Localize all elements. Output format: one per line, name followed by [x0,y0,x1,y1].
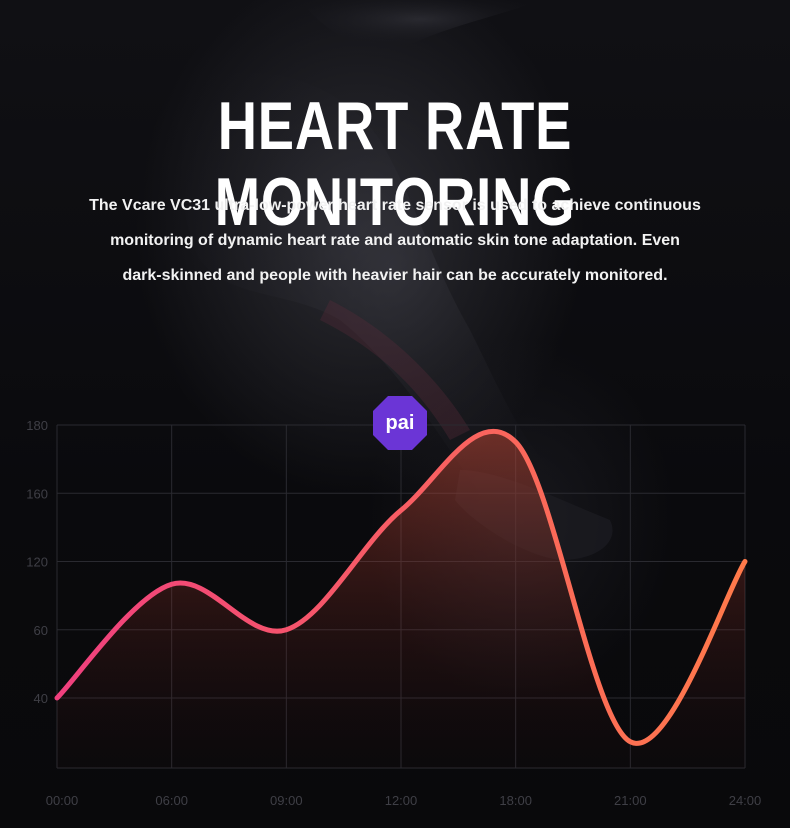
x-tick-label: 18:00 [499,793,532,808]
description: The Vcare VC31 ultra-low-power heart rat… [70,188,720,293]
y-tick-label: 180 [26,418,48,433]
x-tick-label: 09:00 [270,793,303,808]
x-tick-label: 24:00 [729,793,762,808]
y-tick-label: 120 [26,555,48,570]
pai-badge-label: pai [386,412,415,434]
y-tick-label: 160 [26,486,48,501]
y-tick-label: 40 [34,691,48,706]
description-line-1: The Vcare VC31 ultra-low-power heart rat… [89,197,701,214]
x-tick-label: 00:00 [46,793,79,808]
y-tick-label: 60 [34,623,48,638]
pai-badge: pai [373,396,427,450]
description-line-3: dark-skinned and people with heavier hai… [122,267,668,284]
x-tick-label: 21:00 [614,793,647,808]
x-tick-label: 06:00 [155,793,188,808]
series-area [57,431,745,768]
description-line-2: monitoring of dynamic heart rate and aut… [110,232,680,249]
pai-badge-shape [373,396,427,450]
heart-rate-chart: 40 60 120 160 180 00:00 06:00 09:00 12:00 18:00 21… [26,418,762,808]
x-tick-label: 12:00 [385,793,418,808]
series-line [54,428,748,746]
page-title: HEART RATE MONITORING [214,88,576,240]
